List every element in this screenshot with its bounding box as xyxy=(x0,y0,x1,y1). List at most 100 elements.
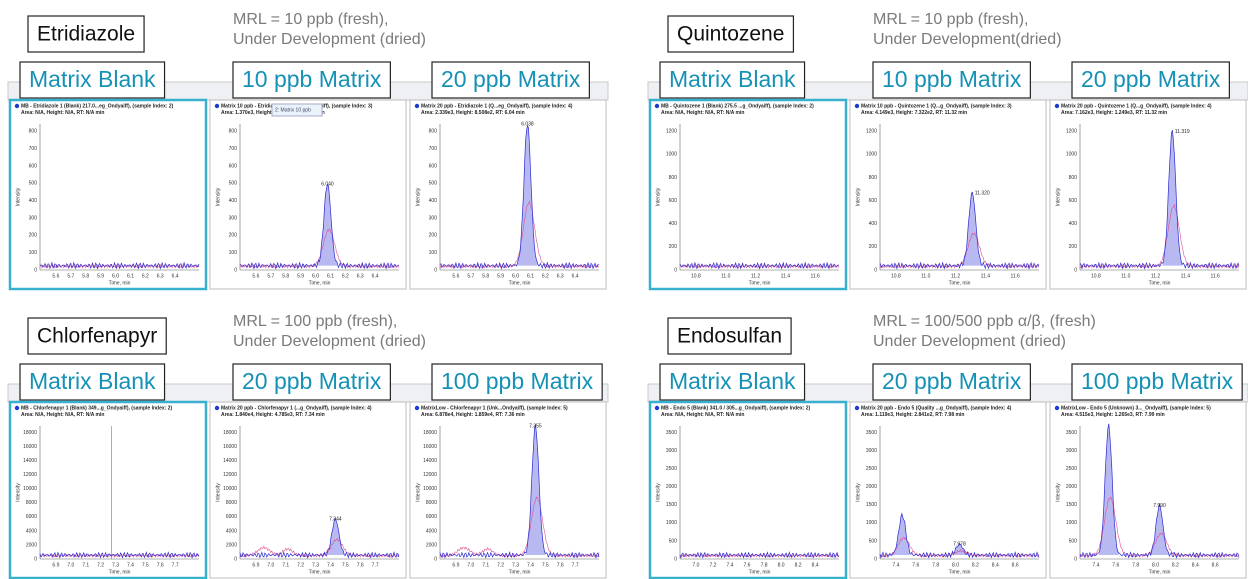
y-tick-label: 0 xyxy=(874,556,877,562)
x-tick-label: 6.1 xyxy=(127,273,134,279)
mrl-text: MRL = 10 ppb (fresh), xyxy=(873,11,1028,28)
y-tick-label: 500 xyxy=(869,538,878,544)
x-tick-label: 10.8 xyxy=(891,273,901,279)
y-tick-label: 4000 xyxy=(226,528,237,534)
series-dot xyxy=(1054,405,1060,411)
x-tick-label: 7.6 xyxy=(157,562,164,568)
x-tick-label: 7.0 xyxy=(67,562,74,568)
x-tick-label: 7.5 xyxy=(542,562,549,568)
x-tick-label: 7.4 xyxy=(1092,562,1099,568)
x-tick-label: 6.0 xyxy=(512,273,519,279)
x-tick-label: 7.1 xyxy=(482,562,489,568)
x-tick-label: 8.0 xyxy=(778,562,785,568)
x-tick-label: 6.9 xyxy=(52,562,59,568)
compound-box xyxy=(27,317,167,355)
x-tick-label: 8.2 xyxy=(972,562,979,568)
plot-frame xyxy=(409,99,607,290)
y-axis-title: Intensity xyxy=(215,187,221,206)
plot-header: MB - Etridiazole 1 (Blank) 217.0...eg_On… xyxy=(21,103,174,109)
x-tick-label: 7.3 xyxy=(112,562,119,568)
sample-label: 100 ppb Matrix xyxy=(1081,368,1234,394)
sample-label: Matrix Blank xyxy=(29,368,156,394)
trace-blue xyxy=(439,424,600,559)
y-tick-label: 4000 xyxy=(426,528,437,534)
trace-red xyxy=(439,200,600,269)
x-tick-label: 7.0 xyxy=(692,562,699,568)
mrl-text: MRL = 100 ppb (fresh), xyxy=(233,313,397,330)
x-axis-title: Time, min xyxy=(509,280,531,286)
x-tick-label: 6.0 xyxy=(312,273,319,279)
sample-label: 20 ppb Matrix xyxy=(882,368,1022,394)
x-tick-label: 7.7 xyxy=(372,562,379,568)
plot-header: Matrix 20 ppb - Endo 5 (Quality ...g_Ond… xyxy=(861,405,1012,411)
plot-header: Area: 2.339e3, Height: 8.508e2, RT: 6.04… xyxy=(421,110,525,116)
plot-header: MB - Quintozene 1 (Blank) 275.5 ...g_Ond… xyxy=(661,103,814,109)
x-tick-label: 10.8 xyxy=(691,273,701,279)
y-tick-label: 16000 xyxy=(423,444,437,450)
y-axis-title: Intensity xyxy=(655,483,661,502)
plot-header: Area: N/A, Height: N/A, RT: N/A min xyxy=(661,110,744,116)
x-tick-label: 11.0 xyxy=(721,273,731,279)
x-tick-label: 6.3 xyxy=(557,273,564,279)
plot-frame xyxy=(209,401,407,579)
series-dot xyxy=(14,103,20,109)
y-tick-label: 3000 xyxy=(866,448,877,454)
x-tick-label: 11.2 xyxy=(951,273,961,279)
x-tick-label: 7.1 xyxy=(82,562,89,568)
x-tick-label: 7.4 xyxy=(327,562,334,568)
sample-label: 20 ppb Matrix xyxy=(441,66,581,92)
peak-label: 6.038 xyxy=(521,122,534,128)
peak-label: 11.319 xyxy=(1175,129,1190,135)
x-tick-label: 11.4 xyxy=(781,273,791,279)
y-tick-label: 0 xyxy=(874,267,877,273)
y-tick-label: 400 xyxy=(1069,221,1078,227)
x-tick-label: 11.0 xyxy=(1121,273,1131,279)
x-tick-label: 6.4 xyxy=(172,273,179,279)
x-tick-label: 7.2 xyxy=(97,562,104,568)
x-tick-label: 11.6 xyxy=(810,273,820,279)
y-tick-label: 0 xyxy=(674,556,677,562)
y-tick-label: 10000 xyxy=(223,486,237,492)
x-tick-label: 11.2 xyxy=(751,273,761,279)
x-tick-label: 6.4 xyxy=(372,273,379,279)
peak-label: 7.355 xyxy=(529,423,542,429)
x-tick-label: 11.4 xyxy=(1181,273,1191,279)
x-tick-label: 8.4 xyxy=(992,562,999,568)
y-tick-label: 14000 xyxy=(423,458,437,464)
plot-frame xyxy=(648,98,848,291)
y-tick-label: 3500 xyxy=(866,430,877,436)
x-tick-label: 6.1 xyxy=(327,273,334,279)
peak-label: 11.320 xyxy=(975,190,990,196)
y-tick-label: 500 xyxy=(669,538,678,544)
y-tick-label: 2500 xyxy=(866,466,877,472)
y-tick-label: 200 xyxy=(1069,244,1078,250)
y-tick-label: 200 xyxy=(229,233,238,239)
y-tick-label: 200 xyxy=(29,233,38,239)
x-tick-label: 7.6 xyxy=(744,562,751,568)
y-tick-label: 14000 xyxy=(223,458,237,464)
x-tick-label: 7.5 xyxy=(142,562,149,568)
x-tick-label: 6.2 xyxy=(542,273,549,279)
plot-header: Area: 1.840e4, Height: 4.785e3, RT: 7.34… xyxy=(221,412,325,418)
x-axis-title: Time, min xyxy=(509,569,531,575)
mrl-text: MRL = 10 ppb (fresh), xyxy=(233,11,388,28)
y-tick-label: 400 xyxy=(869,221,878,227)
y-tick-label: 6000 xyxy=(26,514,37,520)
y-tick-label: 3500 xyxy=(666,430,677,436)
y-tick-label: 600 xyxy=(1069,198,1078,204)
x-tick-label: 10.8 xyxy=(1091,273,1101,279)
y-tick-label: 600 xyxy=(669,198,678,204)
sample-label-box xyxy=(19,61,166,99)
trace-red xyxy=(1079,496,1240,558)
x-tick-label: 7.2 xyxy=(709,562,716,568)
x-tick-label: 6.0 xyxy=(112,273,119,279)
sample-label-box xyxy=(872,61,1031,99)
y-tick-label: 3500 xyxy=(1066,430,1077,436)
y-tick-label: 600 xyxy=(429,163,438,169)
plot-header: MB - Endo 5 (Blank) 341.0 / 305...g_Ondy… xyxy=(661,405,811,411)
x-tick-label: 7.6 xyxy=(357,562,364,568)
peak-label: 6.040 xyxy=(321,182,334,188)
sample-label-box xyxy=(431,363,603,401)
x-tick-label: 7.0 xyxy=(267,562,274,568)
peak-area xyxy=(891,513,912,556)
